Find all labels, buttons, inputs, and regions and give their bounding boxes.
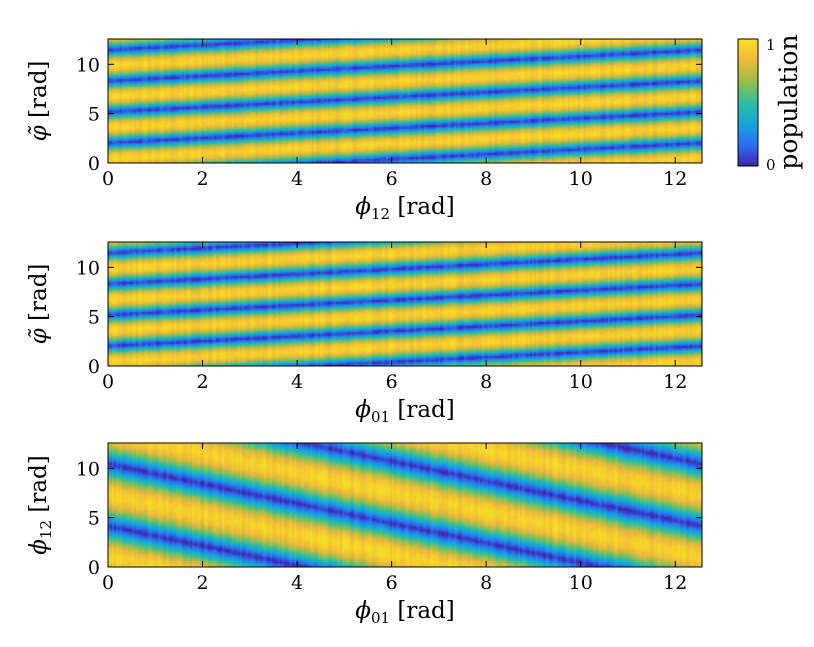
y-tick-label: 10 [76, 54, 100, 76]
x-axis-label: ϕ12 [rad] [355, 194, 454, 223]
y-tick-label: 0 [88, 153, 100, 175]
x-tick-label: 8 [480, 371, 492, 393]
x-tick-label: 10 [569, 572, 593, 594]
y-axis-label: φ̃ [rad] [26, 61, 52, 142]
y-tick-label: 5 [88, 307, 100, 329]
colorbar-min-label: 0 [766, 156, 776, 174]
x-tick-label: 12 [663, 572, 687, 594]
x-tick-label: 12 [663, 168, 687, 190]
heatmap-image [108, 39, 702, 163]
x-axis-label: ϕ01 [rad] [355, 598, 454, 627]
colorbar-gradient [737, 38, 759, 167]
heatmap-image [108, 242, 702, 366]
x-tick-label: 4 [291, 572, 303, 594]
y-axis-label: φ̃ [rad] [26, 264, 52, 345]
x-tick-label: 6 [386, 168, 398, 190]
plot-frame [107, 442, 703, 568]
x-tick-label: 10 [569, 168, 593, 190]
x-tick-label: 6 [386, 572, 398, 594]
plot-frame [107, 38, 703, 164]
x-tick-label: 6 [386, 371, 398, 393]
y-tick-label: 5 [88, 104, 100, 126]
colorbar-label: population [774, 34, 803, 169]
x-tick-label: 0 [102, 371, 114, 393]
y-tick-label: 5 [88, 508, 100, 530]
y-tick-label: 10 [76, 458, 100, 480]
x-tick-label: 10 [569, 371, 593, 393]
x-tick-label: 2 [196, 371, 208, 393]
x-tick-label: 8 [480, 168, 492, 190]
x-tick-label: 0 [102, 168, 114, 190]
plot-frame [107, 241, 703, 367]
colorbar: 1 0 population [737, 34, 803, 174]
y-axis-label: ϕ12 [rad] [26, 455, 55, 554]
x-tick-label: 12 [663, 371, 687, 393]
x-tick-label: 8 [480, 572, 492, 594]
x-tick-label: 2 [196, 168, 208, 190]
heatmap-panel-middle: 0 2 4 6 8 10 12 0 5 10 ϕ01 [rad] φ̃ [rad] [26, 241, 703, 426]
y-tick-label: 0 [88, 557, 100, 579]
heatmap-image [108, 443, 702, 567]
y-tick-label: 10 [76, 257, 100, 279]
heatmap-panel-bottom: 0 2 4 6 8 10 12 0 5 10 ϕ01 [rad] ϕ12 [rad] [26, 442, 703, 627]
x-axis-label: ϕ01 [rad] [355, 397, 454, 426]
x-tick-label: 2 [196, 572, 208, 594]
x-tick-label: 0 [102, 572, 114, 594]
y-tick-label: 0 [88, 356, 100, 378]
colorbar-max-label: 1 [766, 36, 776, 54]
heatmap-panel-top: 0 2 4 6 8 10 12 0 5 10 ϕ12 [rad] φ̃ [rad] [26, 38, 703, 223]
x-tick-label: 4 [291, 371, 303, 393]
x-tick-label: 4 [291, 168, 303, 190]
